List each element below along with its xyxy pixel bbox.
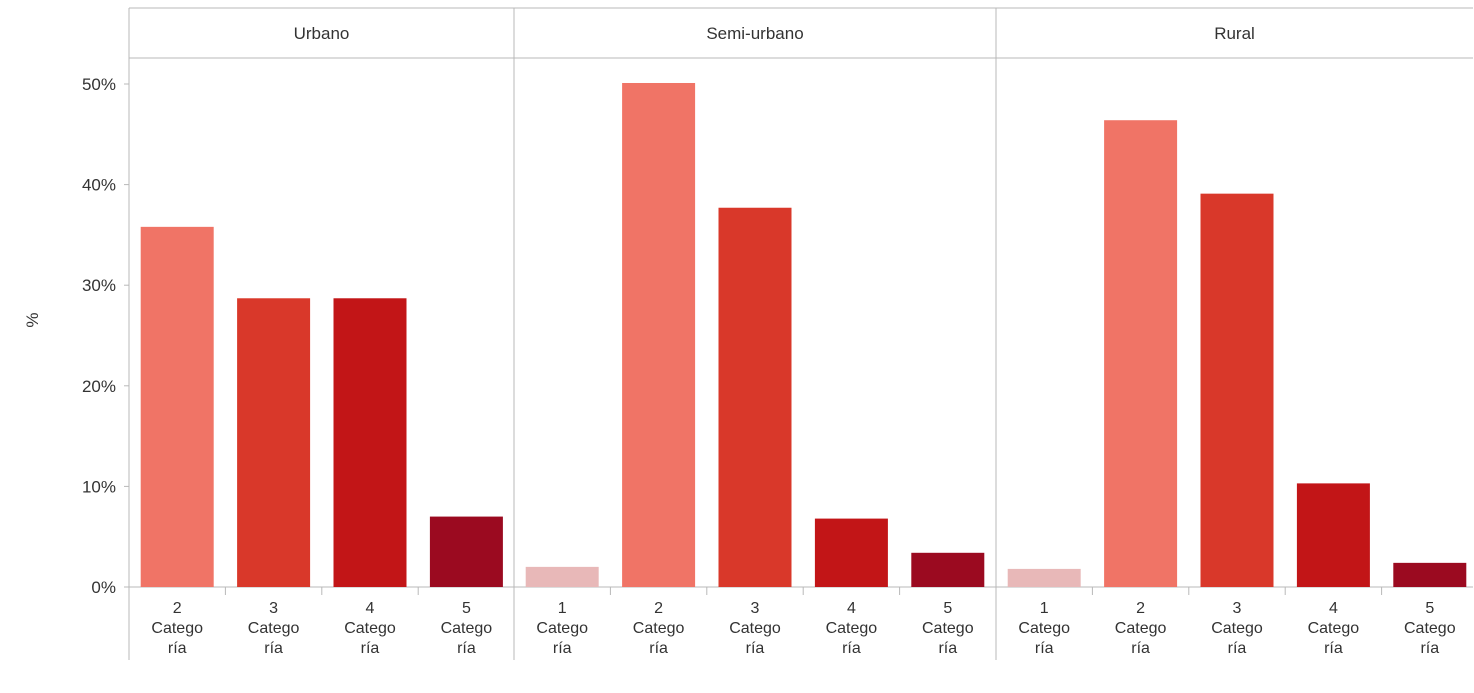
bar bbox=[911, 552, 985, 587]
y-tick-label: 0% bbox=[91, 578, 116, 597]
x-tick-label: 5 Catego ría bbox=[922, 600, 974, 657]
x-tick-label: 2 Catego ría bbox=[151, 600, 203, 657]
panel-title: Semi-urbano bbox=[706, 24, 803, 43]
panel-title: Urbano bbox=[294, 24, 350, 43]
x-tick-label: 3 Catego ría bbox=[248, 600, 300, 657]
panel-title: Rural bbox=[1214, 24, 1255, 43]
bar bbox=[1104, 120, 1178, 587]
bar bbox=[525, 566, 599, 587]
x-tick-label: 5 Catego ría bbox=[1404, 600, 1456, 657]
x-axis: 2 Catego ría 3 Catego ría 4 Catego ría 5 Catego ría… bbox=[151, 587, 1456, 657]
x-tick-label: 4 Catego ría bbox=[1308, 600, 1360, 657]
bar bbox=[237, 298, 311, 587]
bar bbox=[814, 518, 888, 587]
y-tick-label: 40% bbox=[82, 176, 116, 195]
x-tick-label: 1 Catego ría bbox=[1018, 600, 1070, 657]
panel-titles: Urbano Semi-urbano Rural bbox=[294, 24, 1255, 43]
y-axis: % 0% 10% 20% 30% 40% 50% bbox=[23, 75, 129, 597]
y-tick-label: 10% bbox=[82, 477, 116, 496]
x-tick-label: 3 Catego ría bbox=[1211, 600, 1263, 657]
y-tick-label: 50% bbox=[82, 75, 116, 94]
bar bbox=[718, 207, 792, 587]
x-tick-label: 1 Catego ría bbox=[536, 600, 588, 657]
bars bbox=[140, 82, 1467, 588]
x-tick-label: 4 Catego ría bbox=[344, 600, 396, 657]
x-tick-label: 2 Catego ría bbox=[1115, 600, 1167, 657]
bar bbox=[429, 516, 503, 587]
bar bbox=[1296, 483, 1370, 587]
bar bbox=[140, 226, 214, 588]
bar bbox=[622, 82, 696, 587]
bar bbox=[1393, 562, 1467, 587]
y-tick-label: 20% bbox=[82, 377, 116, 396]
bar bbox=[1007, 568, 1081, 587]
bar bbox=[333, 298, 407, 587]
y-tick-label: 30% bbox=[82, 276, 116, 295]
y-axis-label: % bbox=[23, 312, 42, 327]
bar bbox=[1200, 193, 1274, 588]
x-tick-label: 4 Catego ría bbox=[826, 600, 878, 657]
x-tick-label: 5 Catego ría bbox=[441, 600, 493, 657]
x-tick-label: 2 Catego ría bbox=[633, 600, 685, 657]
x-tick-label: 3 Catego ría bbox=[729, 600, 781, 657]
